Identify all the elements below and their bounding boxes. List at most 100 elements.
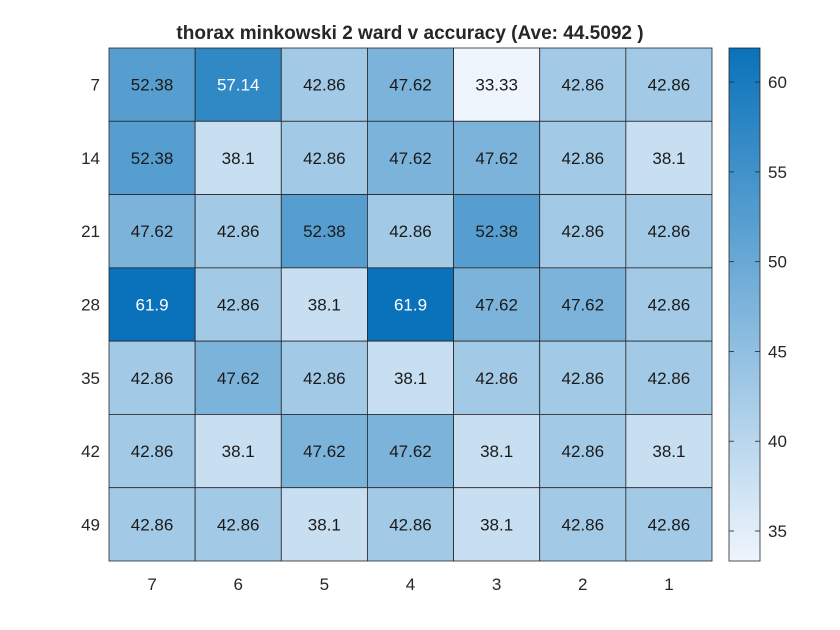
x-tick-label: 6 <box>233 575 242 594</box>
x-tick-label: 4 <box>406 575 415 594</box>
colorbar-gradient <box>728 47 761 562</box>
x-tick-label: 7 <box>147 575 156 594</box>
heatmap-cell <box>194 47 282 122</box>
cell-value-label: 42.86 <box>131 369 174 388</box>
heatmap-cell <box>625 120 713 195</box>
cell-value-label: 42.86 <box>648 515 691 534</box>
cell-value-label: 42.86 <box>303 369 346 388</box>
heatmap-cell <box>280 487 368 562</box>
cell-value-label: 47.62 <box>562 296 605 315</box>
cell-value-label: 42.86 <box>648 296 691 315</box>
cell-value-label: 38.1 <box>652 442 685 461</box>
y-tick-label: 21 <box>81 222 100 241</box>
heatmap-cell <box>108 120 196 195</box>
cell-value-label: 42.86 <box>648 369 691 388</box>
cell-value-label: 42.86 <box>562 222 605 241</box>
cell-value-label: 38.1 <box>308 296 341 315</box>
heatmap-cell <box>453 487 541 562</box>
colorbar-tick-label: 40 <box>768 432 787 451</box>
heatmap-cell <box>194 414 282 489</box>
cell-value-label: 42.86 <box>131 442 174 461</box>
heatmap-cell <box>367 194 454 269</box>
heatmap-cell <box>280 414 368 489</box>
colorbar-tick-label: 60 <box>768 73 787 92</box>
cell-value-label: 42.86 <box>389 222 432 241</box>
heatmap-cell <box>280 340 368 415</box>
heatmap-cell <box>108 487 196 562</box>
heatmap-cell <box>367 414 454 489</box>
cell-value-label: 33.33 <box>475 76 518 95</box>
y-tick-label: 42 <box>81 442 100 461</box>
heatmap-cell <box>539 47 627 122</box>
cell-value-label: 42.86 <box>303 76 346 95</box>
colorbar: 35 40 45 50 55 60 <box>728 47 787 562</box>
cell-value-label: 52.38 <box>131 76 174 95</box>
y-tick-label: 7 <box>91 76 100 95</box>
cell-value-label: 47.62 <box>475 149 518 168</box>
cell-value-label: 42.86 <box>562 442 605 461</box>
cell-value-label: 47.62 <box>475 296 518 315</box>
cell-value-label: 42.86 <box>648 222 691 241</box>
heatmap-cell <box>108 267 196 342</box>
cell-value-label: 42.86 <box>217 296 260 315</box>
x-axis-tick-labels: 7 6 5 4 3 2 1 <box>147 575 673 594</box>
cell-value-label: 42.86 <box>562 369 605 388</box>
heatmap-cell <box>367 47 454 122</box>
heatmap-cell <box>625 487 713 562</box>
cell-value-label: 61.9 <box>136 296 169 315</box>
heatmap-cell <box>625 267 713 342</box>
chart-title: thorax minkowski 2 ward v accuracy (Ave:… <box>176 23 643 44</box>
cell-value-label: 52.38 <box>303 222 346 241</box>
heatmap-cell <box>367 267 454 342</box>
heatmap-cell <box>453 120 541 195</box>
cell-value-label: 42.86 <box>303 149 346 168</box>
heatmap-cell <box>280 120 368 195</box>
x-tick-label: 3 <box>492 575 501 594</box>
heatmap-cell <box>108 47 196 122</box>
colorbar-tick-label: 50 <box>768 253 787 272</box>
cell-value-label: 42.86 <box>562 76 605 95</box>
cell-value-label: 47.62 <box>389 149 432 168</box>
cell-value-label: 52.38 <box>475 222 518 241</box>
cell-value-label: 57.14 <box>217 76 260 95</box>
heatmap-cell <box>539 487 627 562</box>
x-tick-label: 5 <box>320 575 329 594</box>
x-tick-label: 1 <box>664 575 673 594</box>
cell-value-label: 38.1 <box>480 442 513 461</box>
x-tick-label: 2 <box>578 575 587 594</box>
heatmap-cell <box>280 194 368 269</box>
cell-value-label: 47.62 <box>131 222 174 241</box>
heatmap-cell <box>108 340 196 415</box>
y-tick-label: 14 <box>81 149 100 168</box>
cell-value-label: 42.86 <box>475 369 518 388</box>
heatmap-cell <box>194 267 282 342</box>
colorbar-tick-label: 45 <box>768 342 787 361</box>
cell-value-label: 38.1 <box>394 369 427 388</box>
cell-value-label: 42.86 <box>217 515 260 534</box>
cell-value-label: 42.86 <box>562 515 605 534</box>
cell-value-label: 42.86 <box>217 222 260 241</box>
heatmap-cells: 52.38 57.14 42.86 47.62 33.33 42.86 42.86 52.38… <box>108 47 713 562</box>
heatmap-cell <box>108 414 196 489</box>
heatmap-cell <box>453 47 541 122</box>
cell-value-label: 47.62 <box>217 369 260 388</box>
colorbar-tick-label: 55 <box>768 163 787 182</box>
heatmap-cell <box>194 194 282 269</box>
heatmap-cell <box>108 194 196 269</box>
cell-value-label: 47.62 <box>389 76 432 95</box>
cell-value-label: 42.86 <box>562 149 605 168</box>
heatmap-cell <box>539 194 627 269</box>
cell-value-label: 38.1 <box>652 149 685 168</box>
heatmap-cell <box>539 267 627 342</box>
cell-value-label: 38.1 <box>308 515 341 534</box>
y-tick-label: 49 <box>81 515 100 534</box>
cell-value-label: 47.62 <box>389 442 432 461</box>
cell-value-label: 42.86 <box>648 76 691 95</box>
heatmap-cell <box>625 414 713 489</box>
cell-value-label: 47.62 <box>303 442 346 461</box>
cell-value-label: 38.1 <box>222 149 255 168</box>
heatmap-cell <box>625 340 713 415</box>
y-tick-label: 35 <box>81 369 100 388</box>
cell-value-label: 42.86 <box>131 515 174 534</box>
